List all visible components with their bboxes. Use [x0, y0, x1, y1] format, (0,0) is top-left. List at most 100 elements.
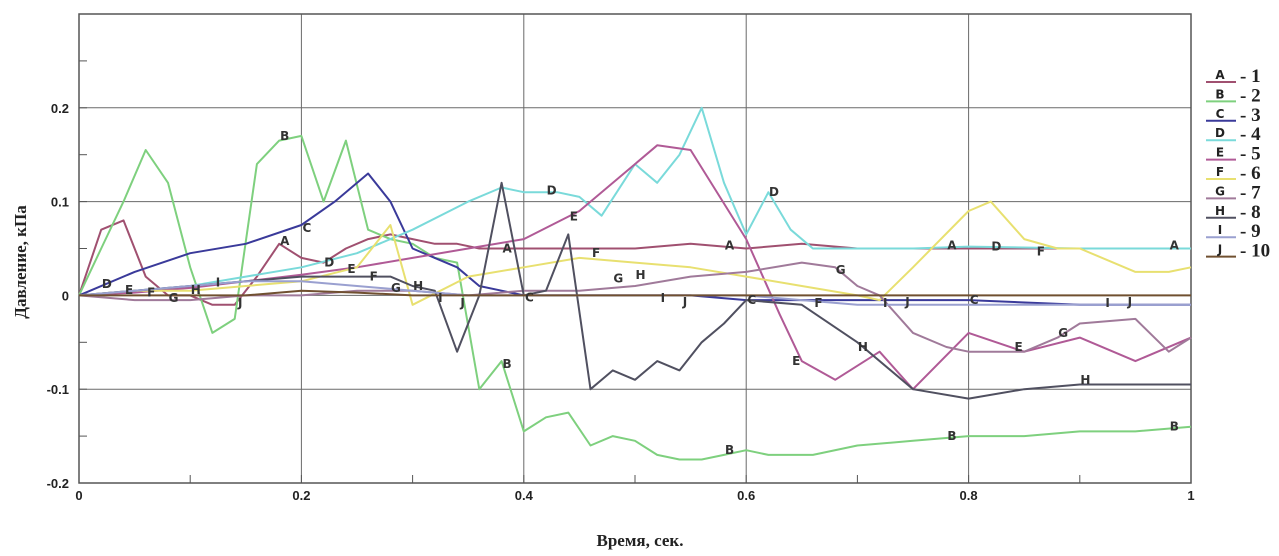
legend-marker: J [1217, 243, 1222, 257]
legend-marker: C [1216, 107, 1225, 121]
legend-label: - 2 [1240, 85, 1261, 106]
y-tick-label: -0.1 [47, 382, 69, 397]
series-marker-j: J [1127, 295, 1132, 309]
legend-item-7: G - 7 [1206, 182, 1261, 203]
legend-label: - 6 [1240, 163, 1261, 184]
series-marker-b: B [503, 357, 512, 371]
series-marker-g: G [1058, 326, 1068, 340]
series-marker-a: A [502, 242, 512, 256]
y-tick-label: 0.1 [51, 195, 69, 210]
series-line-g [78, 261, 1192, 353]
series-marker-f: F [592, 246, 600, 260]
legend-label: - 9 [1240, 221, 1261, 242]
legend-item-1: A - 1 [1206, 66, 1261, 87]
series-marker-i: I [216, 275, 220, 289]
y-tick-label: 0 [62, 288, 69, 303]
series-marker-f: F [370, 270, 378, 284]
series-line-i [78, 280, 1191, 306]
chart-tick-labels: 0 0.2 0.4 0.6 0.8 1 -0.2 -0.1 0 0.1 0.2 [47, 101, 1195, 503]
x-tick-label: 0 [75, 488, 82, 503]
series-marker-h: H [413, 279, 423, 293]
legend-label: - 8 [1240, 202, 1261, 223]
x-axis-title: Время, сек. [597, 531, 684, 550]
legend-marker: E [1216, 146, 1224, 160]
series-marker-b: B [725, 443, 734, 457]
series-marker-d: D [547, 183, 557, 197]
x-tick-label: 0.4 [515, 488, 534, 503]
legend-item-6: F - 6 [1206, 163, 1261, 184]
series-line-e [78, 144, 1192, 391]
series-marker-h: H [1080, 373, 1090, 387]
y-axis-title: Давление, кПа [11, 205, 30, 319]
series-marker-a: A [947, 239, 957, 253]
series-marker-f: F [1037, 244, 1045, 258]
legend-marker: G [1215, 184, 1225, 198]
legend-label: - 10 [1240, 241, 1270, 262]
series-line-c [78, 172, 1191, 306]
legend-item-8: H - 8 [1206, 202, 1261, 223]
series-marker-e: E [125, 283, 133, 297]
x-tick-label: 0.2 [292, 488, 310, 503]
series-marker-e: E [1015, 340, 1023, 354]
series-marker-d: D [324, 256, 334, 270]
chart-series-layer [78, 106, 1192, 461]
series-marker-h: H [858, 340, 868, 354]
x-tick-label: 0.8 [960, 488, 978, 503]
series-marker-a: A [725, 239, 735, 253]
legend-marker: H [1215, 204, 1225, 218]
series-marker-c: C [970, 293, 979, 307]
series-line-f [78, 200, 1192, 306]
series-marker-g: G [169, 291, 179, 305]
series-marker-g: G [613, 272, 623, 286]
series-marker-f: F [147, 286, 155, 300]
legend-item-3: C - 3 [1206, 105, 1261, 126]
legend-item-10: J - 10 [1206, 241, 1270, 262]
x-tick-label: 1 [1187, 488, 1194, 503]
series-marker-i: I [661, 291, 665, 305]
series-marker-d: D [769, 185, 779, 199]
series-marker-d: D [991, 240, 1001, 254]
legend-label: - 1 [1240, 66, 1261, 87]
y-tick-label: -0.2 [47, 476, 69, 491]
y-tick-label: 0.2 [51, 101, 69, 116]
series-marker-b: B [947, 429, 956, 443]
legend-label: - 3 [1240, 105, 1261, 126]
legend-item-5: E - 5 [1206, 144, 1261, 165]
series-marker-j: J [237, 296, 242, 310]
x-tick-label: 0.6 [737, 488, 755, 503]
series-marker-f: F [814, 296, 822, 310]
series-marker-d: D [102, 277, 112, 291]
legend-label: - 4 [1240, 124, 1261, 145]
chart-legend: A - 1 B - 2 C - 3 D - 4 E - 5 F - 6 G - 7 H - 8 I - 9 J - 1… [1206, 66, 1270, 262]
series-marker-h: H [191, 283, 201, 297]
series-marker-j: J [682, 295, 687, 309]
series-marker-i: I [438, 291, 442, 305]
series-marker-i: I [883, 296, 887, 310]
series-marker-a: A [280, 234, 290, 248]
legend-marker: A [1215, 68, 1225, 82]
series-marker-b: B [1170, 420, 1179, 434]
legend-label: - 5 [1240, 144, 1261, 165]
series-marker-j: J [459, 296, 464, 310]
legend-label: - 7 [1240, 182, 1261, 203]
legend-item-9: I - 9 [1206, 221, 1261, 242]
legend-marker: B [1215, 87, 1224, 101]
series-marker-e: E [792, 354, 800, 368]
series-marker-g: G [391, 281, 401, 295]
series-marker-e: E [347, 262, 355, 276]
series-line-h [78, 181, 1191, 400]
series-marker-b: B [280, 129, 289, 143]
legend-marker: D [1215, 126, 1225, 140]
series-marker-c: C [747, 293, 756, 307]
legend-marker: I [1218, 223, 1222, 237]
legend-item-4: D - 4 [1206, 124, 1261, 145]
series-marker-c: C [525, 290, 534, 304]
series-line-j [79, 289, 1191, 297]
series-marker-h: H [636, 268, 646, 282]
series-marker-c: C [303, 221, 312, 235]
series-marker-e: E [570, 210, 578, 224]
series-marker-j: J [904, 295, 909, 309]
series-marker-a: A [1170, 239, 1180, 253]
